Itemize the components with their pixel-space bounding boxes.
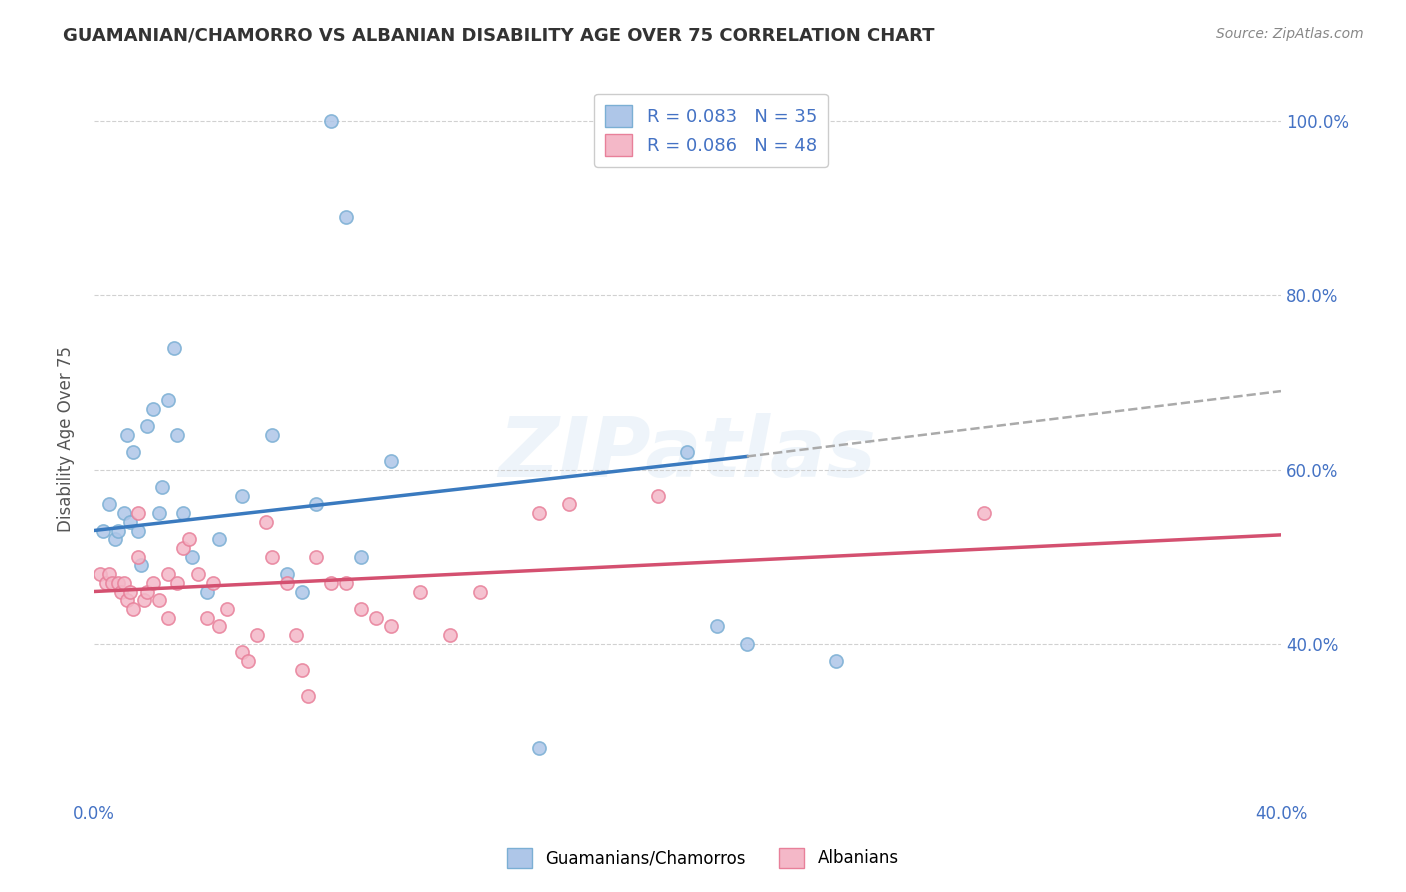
Point bbox=[291, 663, 314, 677]
Point bbox=[127, 524, 149, 538]
Point bbox=[118, 515, 141, 529]
Text: Source: ZipAtlas.com: Source: ZipAtlas.com bbox=[1216, 27, 1364, 41]
Point bbox=[91, 524, 114, 538]
Point bbox=[201, 575, 224, 590]
Point bbox=[115, 593, 138, 607]
Point bbox=[380, 454, 402, 468]
Point bbox=[297, 689, 319, 703]
Point bbox=[558, 497, 581, 511]
Point bbox=[112, 575, 135, 590]
Point bbox=[121, 602, 143, 616]
Point bbox=[291, 584, 314, 599]
Point bbox=[157, 567, 180, 582]
Legend: Guamanians/Chamorros, Albanians: Guamanians/Chamorros, Albanians bbox=[501, 841, 905, 875]
Point bbox=[207, 533, 229, 547]
Point bbox=[647, 489, 669, 503]
Point bbox=[148, 506, 170, 520]
Point bbox=[973, 506, 995, 520]
Point bbox=[172, 541, 194, 555]
Point bbox=[163, 341, 186, 355]
Point bbox=[97, 497, 120, 511]
Point bbox=[439, 628, 461, 642]
Point bbox=[350, 602, 373, 616]
Point bbox=[364, 610, 387, 624]
Point bbox=[380, 619, 402, 633]
Point bbox=[735, 637, 758, 651]
Y-axis label: Disability Age Over 75: Disability Age Over 75 bbox=[58, 346, 75, 532]
Point bbox=[118, 584, 141, 599]
Point bbox=[110, 584, 132, 599]
Point bbox=[142, 401, 165, 416]
Point bbox=[260, 427, 283, 442]
Point bbox=[676, 445, 699, 459]
Point bbox=[136, 584, 159, 599]
Point bbox=[231, 489, 253, 503]
Point bbox=[246, 628, 269, 642]
Point bbox=[107, 575, 129, 590]
Point bbox=[305, 549, 328, 564]
Point bbox=[238, 654, 260, 668]
Point bbox=[706, 619, 728, 633]
Point bbox=[321, 114, 343, 128]
Point bbox=[115, 427, 138, 442]
Point bbox=[180, 549, 202, 564]
Point bbox=[276, 567, 298, 582]
Point bbox=[127, 549, 149, 564]
Point bbox=[157, 392, 180, 407]
Point bbox=[104, 533, 127, 547]
Point bbox=[527, 741, 550, 756]
Point bbox=[136, 419, 159, 434]
Point bbox=[260, 549, 283, 564]
Point bbox=[97, 567, 120, 582]
Point bbox=[187, 567, 209, 582]
Point bbox=[468, 584, 491, 599]
Point bbox=[177, 533, 200, 547]
Point bbox=[409, 584, 432, 599]
Point bbox=[172, 506, 194, 520]
Point bbox=[166, 427, 188, 442]
Point bbox=[142, 575, 165, 590]
Point bbox=[207, 619, 229, 633]
Point bbox=[195, 584, 218, 599]
Point bbox=[148, 593, 170, 607]
Point bbox=[335, 210, 357, 224]
Point bbox=[94, 575, 117, 590]
Point bbox=[195, 610, 218, 624]
Text: ZIPatlas: ZIPatlas bbox=[499, 413, 876, 494]
Legend: R = 0.083   N = 35, R = 0.086   N = 48: R = 0.083 N = 35, R = 0.086 N = 48 bbox=[595, 94, 828, 167]
Point bbox=[107, 524, 129, 538]
Point bbox=[276, 575, 298, 590]
Point bbox=[127, 506, 149, 520]
Text: GUAMANIAN/CHAMORRO VS ALBANIAN DISABILITY AGE OVER 75 CORRELATION CHART: GUAMANIAN/CHAMORRO VS ALBANIAN DISABILIT… bbox=[63, 27, 935, 45]
Point bbox=[305, 497, 328, 511]
Point bbox=[121, 445, 143, 459]
Point bbox=[150, 480, 173, 494]
Point bbox=[100, 575, 122, 590]
Point bbox=[824, 654, 846, 668]
Point bbox=[217, 602, 239, 616]
Point bbox=[89, 567, 111, 582]
Point bbox=[527, 506, 550, 520]
Point bbox=[231, 645, 253, 659]
Point bbox=[166, 575, 188, 590]
Point bbox=[131, 558, 153, 573]
Point bbox=[157, 610, 180, 624]
Point bbox=[254, 515, 277, 529]
Point bbox=[321, 575, 343, 590]
Point bbox=[350, 549, 373, 564]
Point bbox=[335, 575, 357, 590]
Point bbox=[134, 593, 156, 607]
Point bbox=[284, 628, 307, 642]
Point bbox=[112, 506, 135, 520]
